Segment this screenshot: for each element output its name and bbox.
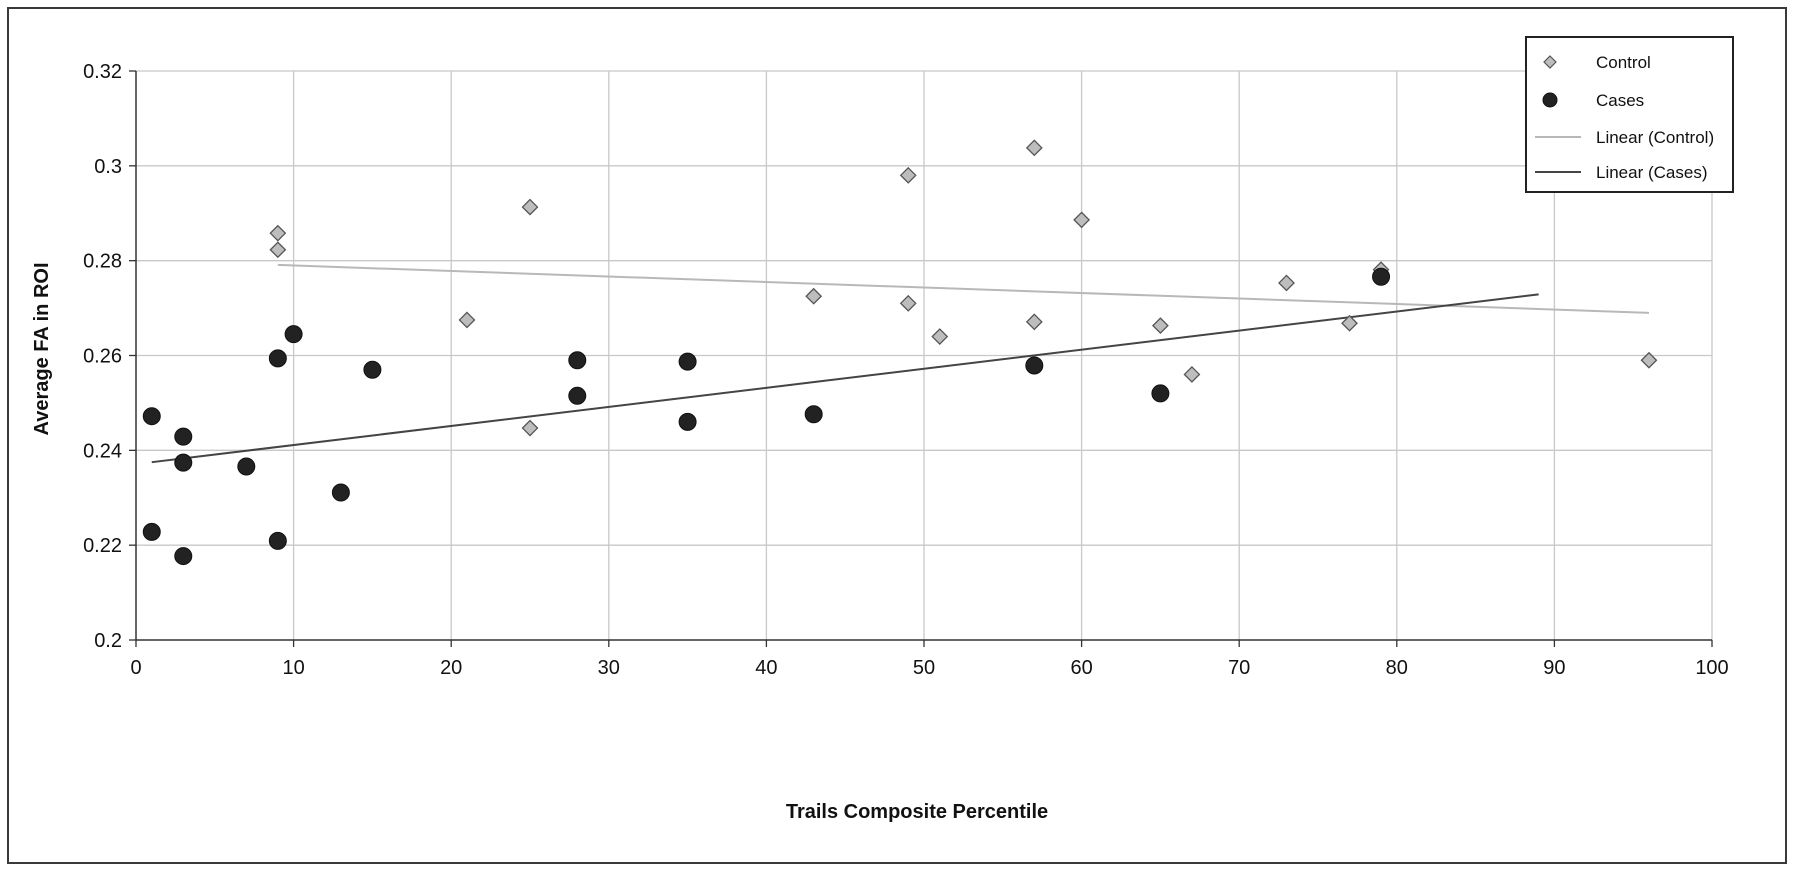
cases-point: [568, 386, 587, 405]
cases-point: [1372, 267, 1391, 286]
x-tick-label: 80: [1386, 657, 1408, 679]
legend-item-linear-control: Linear (Control): [1535, 128, 1714, 147]
y-tick-label: 0.28: [83, 251, 122, 273]
y-tick-label: 0.22: [83, 535, 122, 557]
legend-item-linear-cases: Linear (Cases): [1535, 163, 1708, 182]
control-point: [1025, 139, 1043, 157]
cases-point: [363, 360, 382, 379]
control-point: [269, 241, 287, 259]
control-point: [1183, 366, 1201, 383]
legend-cases-circle-icon: [1542, 92, 1558, 108]
x-tick-label: 20: [440, 657, 462, 679]
cases-point: [174, 547, 193, 566]
control-point: [1151, 317, 1169, 335]
trendlines: [151, 263, 1649, 464]
axes: [129, 70, 1713, 647]
x-tick-label: 0: [130, 657, 141, 679]
x-tick-label: 10: [282, 657, 304, 679]
x-tick-label: 70: [1228, 657, 1250, 679]
trendline-linear-cases: [151, 293, 1539, 464]
tick-labels: 0 10 20 30 40 50 60 70 80 90 100 0.2 0.22 0.24 0.26 0.2…: [83, 61, 1729, 679]
y-tick-label: 0.26: [83, 346, 122, 368]
cases-point: [237, 457, 256, 476]
legend-box: [1525, 36, 1734, 193]
control-point: [1025, 313, 1043, 331]
legend-label-linear-control: Linear (Control): [1596, 128, 1714, 147]
cases-point: [1025, 356, 1044, 375]
y-axis-title: Average FA in ROI: [31, 262, 53, 435]
cases-point: [268, 349, 287, 368]
cases-point: [174, 427, 193, 446]
x-axis-title: Trails Composite Percentile: [786, 801, 1048, 823]
control-point: [1278, 274, 1295, 292]
scatter-chart: 0 10 20 30 40 50 60 70 80 90 100 0.2 0.22 0.24 0.26 0.2…: [31, 36, 1734, 823]
control-point: [899, 166, 917, 184]
x-tick-label: 60: [1070, 657, 1092, 679]
legend-item-control: Control: [1543, 53, 1651, 72]
control-point: [269, 224, 287, 242]
y-tick-label: 0.2: [94, 630, 122, 652]
data-points: [142, 139, 1658, 566]
cases-point: [331, 483, 350, 502]
grid-lines: [136, 70, 1713, 640]
cases-point: [678, 412, 697, 431]
cases-point: [284, 325, 303, 344]
control-point: [931, 328, 949, 345]
control-point: [521, 419, 539, 437]
y-tick-label: 0.24: [83, 440, 122, 462]
legend-control-diamond-icon: [1543, 55, 1557, 69]
control-point: [805, 287, 823, 305]
x-tick-label: 50: [913, 657, 935, 679]
cases-point: [174, 453, 193, 472]
legend-label-control: Control: [1596, 53, 1651, 72]
cases-point: [804, 405, 823, 424]
cases-point: [142, 407, 161, 426]
cases-point: [268, 531, 287, 550]
legend-label-linear-cases: Linear (Cases): [1596, 163, 1708, 182]
y-tick-label: 0.3: [94, 156, 122, 178]
cases-point: [142, 522, 161, 541]
chart-frame: 0 10 20 30 40 50 60 70 80 90 100 0.2 0.22 0.24 0.26 0.2…: [7, 7, 1787, 864]
control-point: [1341, 314, 1358, 332]
control-point: [458, 311, 476, 329]
y-tick-label: 0.32: [83, 61, 122, 83]
trendline-linear-control: [277, 263, 1649, 314]
x-tick-label: 30: [598, 657, 620, 679]
x-tick-label: 40: [755, 657, 777, 679]
x-tick-label: 100: [1695, 657, 1728, 679]
control-point: [899, 294, 917, 312]
x-tick-label: 90: [1543, 657, 1565, 679]
control-point: [1073, 211, 1091, 229]
control-point: [1640, 351, 1658, 369]
cases-point: [568, 351, 587, 370]
cases-point: [1151, 384, 1170, 403]
control-point: [521, 198, 539, 216]
cases-point: [678, 352, 697, 371]
legend-label-cases: Cases: [1596, 91, 1644, 110]
legend-item-cases: Cases: [1542, 91, 1644, 110]
legend: Control Cases Linear (Control) Linear (C…: [1525, 36, 1734, 193]
